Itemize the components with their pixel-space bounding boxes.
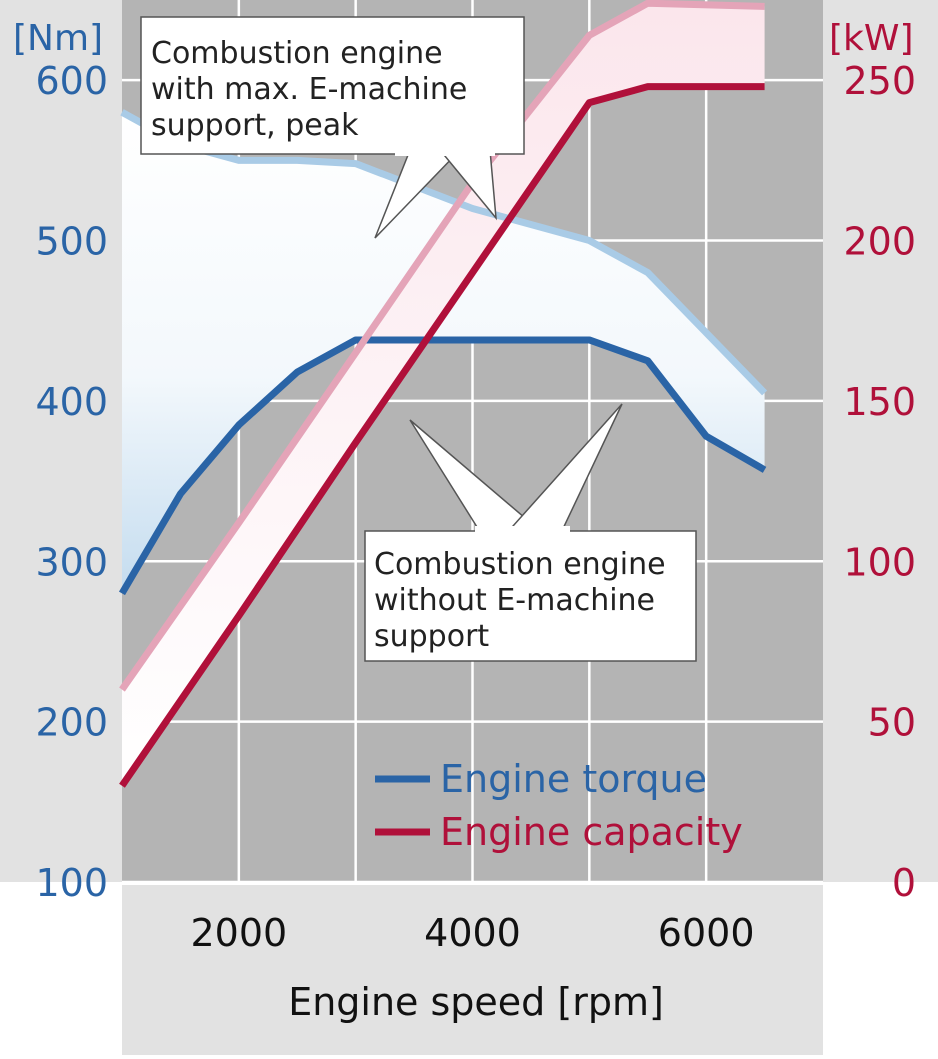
torque-support-band	[122, 112, 765, 594]
legend-label-torque: Engine torque	[440, 757, 707, 801]
annotation-box	[364, 530, 697, 662]
annotation-box-mask	[395, 146, 495, 156]
right-tick-label: 50	[868, 701, 916, 745]
left-tick-label: 300	[35, 540, 108, 584]
right-axis-panel	[823, 0, 938, 882]
x-axis-panel	[122, 885, 823, 1055]
legend: Engine torque Engine capacity	[375, 757, 743, 854]
right-tick-label: 0	[892, 861, 916, 905]
right-tick-label: 200	[843, 220, 916, 264]
annotation-line: with max. E-machine	[151, 72, 467, 107]
capacity-support-band	[122, 3, 765, 786]
bands	[122, 3, 765, 786]
annotation-line: support	[374, 619, 489, 654]
left-axis-panel	[0, 0, 122, 882]
left-tick-label: 600	[35, 59, 108, 103]
right-tick-label: 100	[843, 540, 916, 584]
right-axis-unit: [kW]	[829, 18, 914, 59]
x-axis-label: Engine speed [rpm]	[288, 980, 664, 1024]
legend-label-capacity: Engine capacity	[440, 810, 743, 854]
right-tick-label: 150	[843, 380, 916, 424]
right-tick-label: 250	[843, 59, 916, 103]
left-axis-unit: [Nm]	[13, 18, 103, 59]
annotation-line: Combustion engine	[374, 547, 666, 582]
series-line-engine-torque	[118, 336, 767, 596]
x-tick-label: 4000	[424, 911, 521, 955]
annotation-no-support: Combustion engine without E-machine supp…	[364, 403, 697, 662]
annotation-line: without E-machine	[374, 583, 655, 618]
x-tick-label: 6000	[658, 911, 755, 955]
annotation-line: support, peak	[151, 108, 359, 143]
annotation-box-mask	[475, 526, 570, 534]
left-tick-label: 500	[35, 220, 108, 264]
left-tick-label: 200	[35, 701, 108, 745]
annotation-box	[140, 16, 525, 155]
left-tick-label: 400	[35, 380, 108, 424]
left-tick-label: 100	[35, 861, 108, 905]
series-line-engine-capacity	[119, 83, 765, 788]
annotation-max-support: Combustion engine with max. E-machine su…	[140, 16, 525, 239]
annotation-line: Combustion engine	[151, 36, 443, 71]
x-tick-label: 2000	[190, 911, 287, 955]
